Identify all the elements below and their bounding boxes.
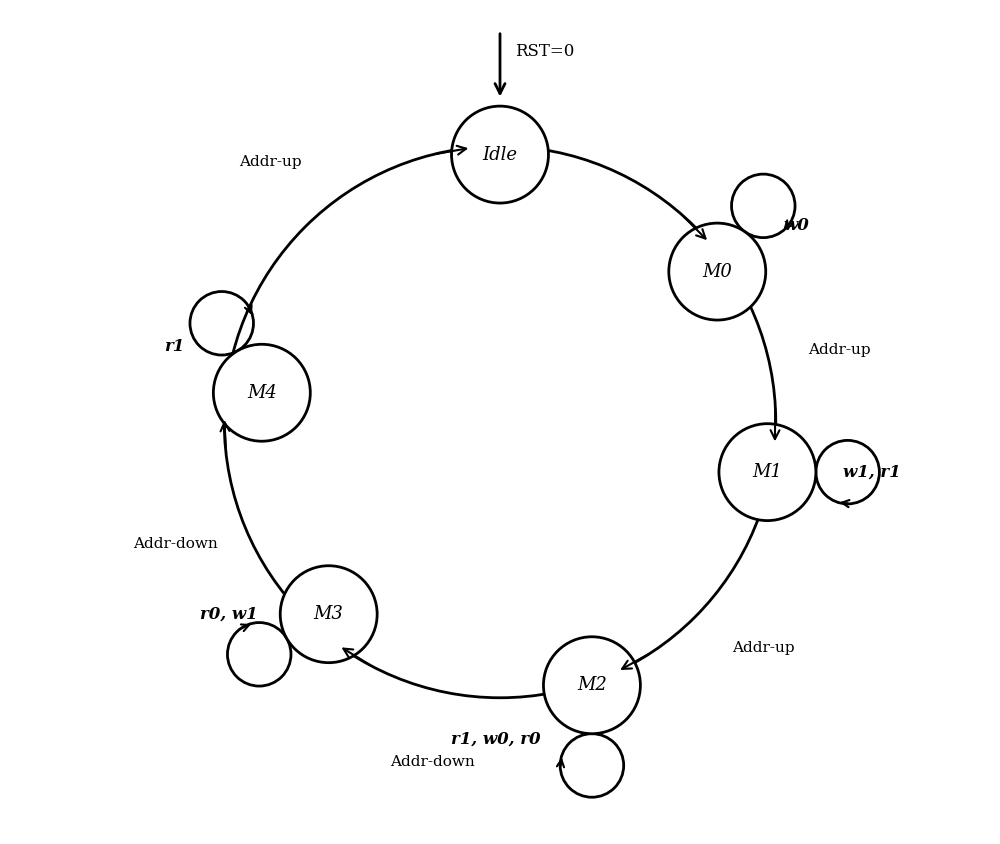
Circle shape — [543, 636, 640, 733]
Text: M3: M3 — [314, 605, 344, 623]
Text: r1: r1 — [164, 338, 184, 355]
Text: r0, w1: r0, w1 — [200, 606, 257, 623]
Circle shape — [280, 565, 377, 663]
Circle shape — [452, 106, 548, 203]
Text: M0: M0 — [702, 262, 732, 280]
Circle shape — [669, 223, 766, 320]
Circle shape — [213, 344, 310, 441]
Text: Addr-up: Addr-up — [239, 155, 302, 170]
Text: Addr-up: Addr-up — [808, 343, 870, 357]
Text: w1, r1: w1, r1 — [843, 463, 901, 480]
Text: w0: w0 — [784, 217, 810, 234]
Text: Addr-down: Addr-down — [390, 755, 475, 769]
Text: M4: M4 — [247, 384, 277, 402]
Text: RST=0: RST=0 — [515, 43, 574, 60]
Circle shape — [719, 424, 816, 521]
Text: Addr-up: Addr-up — [732, 641, 794, 655]
Text: Addr-down: Addr-down — [133, 538, 218, 551]
Text: Idle: Idle — [482, 145, 518, 164]
Text: r1, w0, r0: r1, w0, r0 — [451, 731, 541, 748]
Text: M1: M1 — [752, 463, 782, 481]
Text: M2: M2 — [577, 676, 607, 695]
